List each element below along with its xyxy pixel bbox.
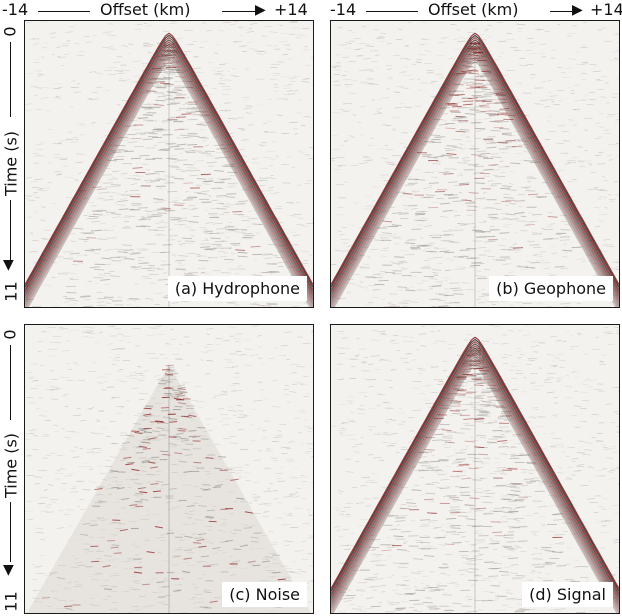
x-axis-arrow-line <box>38 11 90 13</box>
arrow-down-icon: ▼ <box>3 257 14 273</box>
signal-gather-plot <box>331 325 619 613</box>
hydrophone-gather-plot <box>25 21 313 307</box>
panel-label: (d) Signal <box>522 582 613 607</box>
y-axis-top-value: 0 <box>0 26 20 37</box>
y-axis-bottom-value: 11 <box>1 591 21 612</box>
y-axis-bottom-value: 11 <box>1 281 21 302</box>
arrow-down-icon: ▼ <box>3 562 14 578</box>
y-axis-arrow-line <box>10 200 12 260</box>
y-axis-arrow-line <box>10 42 12 117</box>
x-axis-right-value: +14 <box>590 0 622 19</box>
y-axis-arrow-line <box>10 345 12 420</box>
y-axis-title: Time (s) <box>1 130 21 197</box>
x-axis-right-value: +14 <box>274 0 308 19</box>
x-axis-arrow-line <box>366 11 418 13</box>
signal-panel: (d) Signal <box>330 324 620 614</box>
panel-label: (c) Noise <box>222 582 307 607</box>
x-axis-left-value: -14 <box>330 0 357 19</box>
panel-label: (a) Hydrophone <box>167 276 307 301</box>
hydrophone-panel: (a) Hydrophone <box>24 20 314 308</box>
x-axis-arrow-line <box>222 11 262 13</box>
noise-panel: (c) Noise <box>24 324 314 614</box>
arrow-right-icon: ▶ <box>255 2 266 18</box>
x-axis-arrow-line <box>550 11 580 13</box>
noise-gather-plot <box>25 325 313 613</box>
geophone-gather-plot <box>331 21 619 307</box>
arrow-right-icon: ▶ <box>572 2 583 18</box>
panel-label: (b) Geophone <box>489 276 613 301</box>
y-axis-arrow-line <box>10 502 12 562</box>
x-axis-title: Offset (km) <box>100 0 191 19</box>
x-axis-left-value: -14 <box>2 0 29 19</box>
geophone-panel: (b) Geophone <box>330 20 620 308</box>
y-axis-top-value: 0 <box>0 329 20 340</box>
y-axis-title: Time (s) <box>1 432 21 499</box>
x-axis-title: Offset (km) <box>428 0 519 19</box>
